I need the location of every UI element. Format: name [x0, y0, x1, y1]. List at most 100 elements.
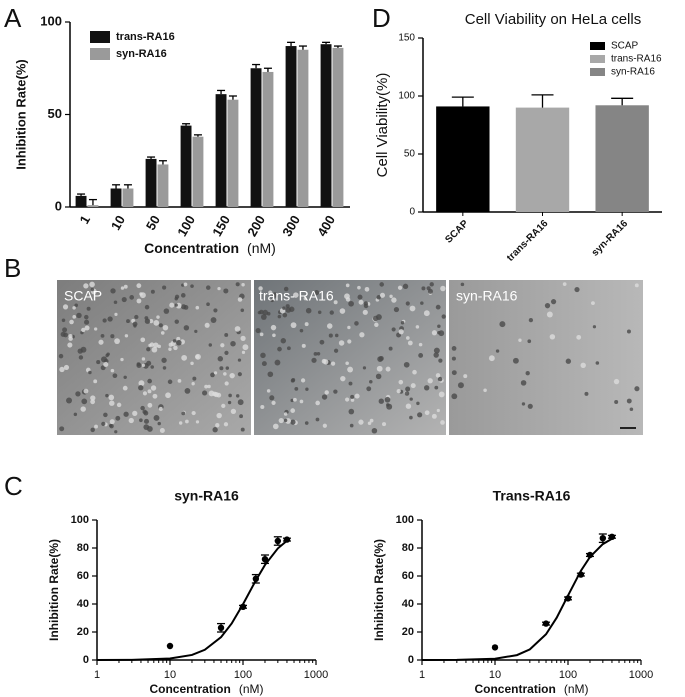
cell — [58, 353, 64, 359]
cell — [451, 370, 457, 376]
chart-title: Cell Viability on HeLa cells — [465, 11, 641, 28]
cell — [427, 288, 433, 294]
x-axis-label-unit: (nM) — [239, 682, 264, 696]
cell — [358, 299, 364, 305]
cell — [162, 285, 167, 290]
cell — [159, 428, 165, 434]
cell — [349, 423, 354, 428]
cell — [437, 324, 441, 329]
cell — [340, 375, 346, 382]
cell — [72, 306, 76, 310]
image-label: trans- RA16 — [259, 288, 334, 304]
image-label: syn-RA16 — [456, 288, 518, 304]
cell — [267, 371, 274, 378]
legend-label: trans-RA16 — [116, 31, 175, 43]
cell — [527, 339, 532, 344]
cell — [292, 397, 297, 402]
error-bar — [158, 160, 167, 165]
x-tick-label: 1000 — [304, 669, 328, 681]
cell — [580, 362, 586, 368]
panel-label: D — [372, 3, 391, 33]
cell — [550, 299, 557, 305]
error-bar — [147, 156, 156, 159]
cell — [433, 347, 440, 354]
cell — [328, 333, 333, 338]
cell — [382, 422, 387, 427]
cell — [72, 315, 77, 319]
cell — [191, 410, 196, 416]
cell — [134, 314, 139, 320]
cell — [266, 389, 271, 393]
cell — [74, 303, 79, 308]
x-tick-label: 10 — [164, 669, 176, 681]
x-tick-label: 1 — [76, 213, 93, 227]
cell — [240, 308, 245, 313]
cell — [311, 357, 317, 363]
x-tick-label: 200 — [244, 213, 268, 239]
cell — [132, 321, 138, 327]
cell — [83, 388, 89, 394]
cell — [348, 408, 355, 415]
cell — [347, 339, 352, 344]
cell — [565, 358, 572, 364]
cell — [412, 369, 417, 375]
cell — [437, 376, 443, 382]
data-point — [586, 551, 594, 559]
cell — [192, 376, 197, 381]
cell — [431, 330, 437, 336]
cell — [217, 286, 221, 291]
cell — [152, 393, 158, 399]
cell — [366, 386, 372, 392]
cell — [210, 372, 215, 378]
cell — [592, 325, 597, 329]
cell — [369, 379, 373, 384]
y-tick-label: 100 — [396, 514, 414, 526]
cell — [463, 374, 468, 379]
cell — [525, 371, 530, 376]
cell — [299, 399, 304, 404]
cell — [260, 314, 267, 320]
cell — [362, 309, 368, 315]
cell — [98, 339, 104, 345]
bar — [75, 195, 87, 207]
cell — [114, 312, 118, 317]
y-tick-label: 0 — [409, 207, 415, 218]
data-point — [564, 595, 572, 602]
cell — [140, 405, 145, 411]
cell — [140, 337, 146, 343]
cell — [333, 389, 338, 394]
y-axis-label: Inhibition Rate(%) — [13, 59, 28, 170]
x-tick-label: 300 — [279, 213, 303, 239]
data-point — [274, 537, 282, 545]
cell — [110, 368, 115, 373]
cell — [423, 310, 430, 317]
cell — [391, 297, 397, 303]
cell — [435, 373, 441, 378]
bar — [227, 99, 239, 207]
cell — [90, 427, 95, 433]
cell — [180, 293, 186, 298]
cell — [67, 342, 73, 348]
cell — [153, 342, 159, 348]
data-point — [217, 624, 225, 631]
cell — [63, 364, 70, 371]
cell — [499, 321, 506, 328]
cell — [204, 322, 210, 328]
cell — [591, 301, 595, 306]
cell — [290, 378, 295, 383]
x-tick-label: trans-RA16 — [505, 218, 551, 264]
cell — [357, 294, 363, 300]
data-point — [261, 556, 269, 563]
cell — [375, 373, 382, 380]
cell — [93, 379, 98, 384]
cell — [396, 389, 401, 394]
y-tick-label: 50 — [48, 106, 62, 121]
bar — [122, 188, 134, 207]
cell — [141, 357, 146, 361]
cell — [303, 296, 307, 301]
error-bar — [217, 89, 226, 95]
panel-label: A — [4, 3, 22, 33]
cell — [290, 322, 297, 329]
x-axis-label: Concentration (nM) — [149, 682, 263, 696]
bar — [285, 46, 297, 207]
